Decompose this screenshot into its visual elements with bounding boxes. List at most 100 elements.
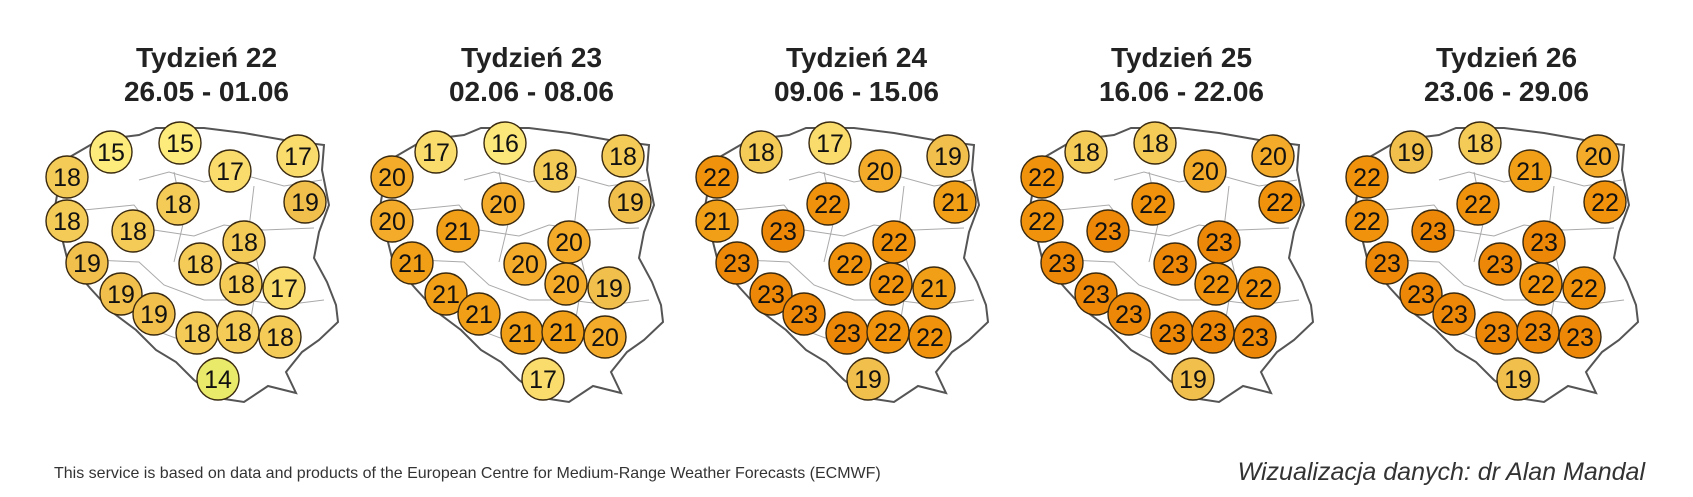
temperature-marker: 19	[846, 357, 890, 401]
temperature-value: 18	[119, 218, 147, 246]
temperature-value: 19	[616, 189, 644, 217]
temperature-value: 18	[227, 271, 255, 299]
temperature-marker: 22	[1020, 155, 1064, 199]
temperature-circle	[858, 149, 902, 193]
temperature-circle	[544, 262, 588, 306]
temperature-value: 23	[1530, 229, 1558, 257]
temperature-circle	[1064, 130, 1108, 174]
temperature-value: 17	[422, 139, 450, 167]
temperature-value: 18	[1466, 130, 1494, 158]
panel-date-range: 23.06 - 29.06	[1423, 76, 1590, 107]
temperature-marker: 19	[99, 272, 143, 316]
temperature-value: 19	[73, 250, 101, 278]
temperature-circle	[1478, 242, 1522, 286]
temperature-circle	[258, 315, 302, 359]
temperature-marker: 23	[782, 292, 826, 336]
temperature-marker: 16	[483, 121, 527, 165]
temperature-marker: 22	[1131, 182, 1175, 226]
temperature-circle	[370, 199, 414, 243]
temperature-marker: 17	[262, 266, 306, 310]
temperature-circle	[390, 241, 434, 285]
temperature-circle	[695, 199, 739, 243]
temperature-value: 23	[1115, 301, 1143, 329]
temperature-circle	[1365, 241, 1409, 285]
temperature-value: 22	[1266, 189, 1294, 217]
temperature-marker: 20	[547, 220, 591, 264]
temperature-value: 19	[1179, 366, 1207, 394]
temperature-marker: 19	[1171, 357, 1215, 401]
panel-week-title: Tydzień 25	[1110, 42, 1253, 73]
temperature-marker: 20	[1576, 134, 1620, 178]
temperature-marker: 21	[1508, 149, 1552, 193]
temperature-marker: 22	[1258, 180, 1302, 224]
temperature-marker: 22	[872, 220, 916, 264]
temperature-circle	[749, 272, 793, 316]
temperature-marker: 21	[933, 180, 977, 224]
temperature-marker: 23	[715, 241, 759, 285]
temperature-circle	[583, 315, 627, 359]
temperature-marker: 22	[1583, 180, 1627, 224]
temperature-marker: 19	[1389, 130, 1433, 174]
temperature-circle	[1432, 292, 1476, 336]
temperature-circle	[457, 292, 501, 336]
temperature-marker: 22	[1237, 266, 1281, 310]
temperature-value: 19	[107, 281, 135, 309]
temperature-marker: 20	[370, 199, 414, 243]
panel-week-title: Tydzień 22	[135, 42, 278, 73]
temperature-circle	[1074, 272, 1118, 316]
temperature-value: 21	[432, 281, 460, 309]
temperature-value: 21	[465, 301, 493, 329]
temperature-marker: 21	[695, 199, 739, 243]
temperature-marker: 22	[1194, 262, 1238, 306]
temperature-value: 17	[216, 158, 244, 186]
temperature-circle	[1258, 180, 1302, 224]
temperature-marker: 23	[825, 311, 869, 355]
temperature-marker: 18	[601, 134, 645, 178]
temperature-value: 20	[555, 229, 583, 257]
temperature-marker: 23	[1522, 220, 1566, 264]
temperature-marker: 23	[1365, 241, 1409, 285]
temperature-marker: 14	[196, 357, 240, 401]
temperature-marker: 19	[587, 266, 631, 310]
temperature-value: 23	[1094, 218, 1122, 246]
poland-map: 15 15 17 17 18 18 19 18 18 19 18 18 19 18 17 19 18 18 18 14	[45, 121, 340, 404]
temperature-circle	[908, 315, 952, 359]
temperature-circle	[481, 182, 525, 226]
temperature-value: 18	[230, 229, 258, 257]
temperature-circle	[1020, 199, 1064, 243]
forecast-panel: Tydzień 24 09.06 - 15.06 18 17 20 19 22 21 21 22 2…	[694, 0, 1019, 460]
temperature-value: 23	[1524, 319, 1552, 347]
temperature-circle	[1456, 182, 1500, 226]
temperature-circle	[1237, 266, 1281, 310]
region-border	[1058, 204, 1290, 237]
temperature-circle	[156, 182, 200, 226]
temperature-marker: 19	[1496, 357, 1540, 401]
temperature-value: 18	[1072, 139, 1100, 167]
temperature-value: 20	[866, 158, 894, 186]
temperature-marker: 22	[1345, 155, 1389, 199]
temperature-circle	[1107, 292, 1151, 336]
temperature-value: 22	[1202, 271, 1230, 299]
temperature-value: 18	[609, 143, 637, 171]
temperature-marker: 23	[1191, 310, 1235, 354]
temperature-circle	[45, 155, 89, 199]
temperature-value: 21	[444, 218, 472, 246]
temperature-circle	[715, 241, 759, 285]
temperature-circle	[1251, 134, 1295, 178]
temperature-marker: 22	[1519, 262, 1563, 306]
temperature-value: 19	[1397, 139, 1425, 167]
temperature-marker: 18	[111, 209, 155, 253]
temperature-value: 23	[833, 320, 861, 348]
temperature-circle	[45, 199, 89, 243]
temperature-circle	[1458, 121, 1502, 165]
temperature-value: 18	[1141, 130, 1169, 158]
temperature-marker: 23	[1432, 292, 1476, 336]
forecast-panels: Tydzień 22 26.05 - 01.06 15 15 17 17 18 18 19 18 1…	[45, 0, 1640, 460]
temperature-value: 20	[489, 191, 517, 219]
temperature-marker: 18	[178, 242, 222, 286]
temperature-circle	[1040, 241, 1084, 285]
panel-week-title: Tydzień 23	[460, 42, 603, 73]
ecmwf-source-note: This service is based on data and produc…	[54, 465, 881, 482]
temperature-circle	[1496, 357, 1540, 401]
